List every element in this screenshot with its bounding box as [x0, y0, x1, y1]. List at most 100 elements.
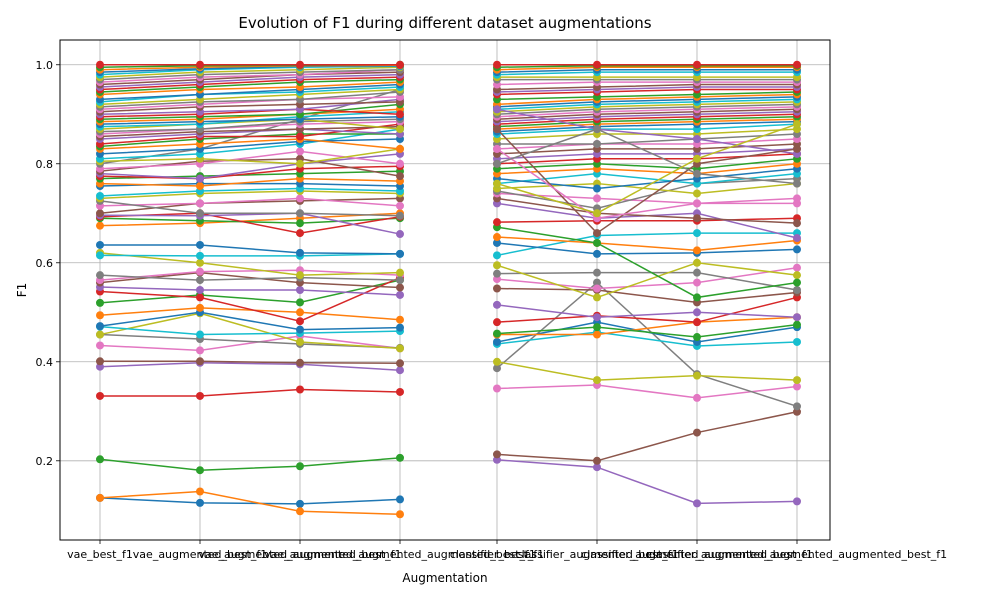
- data-point: [196, 174, 204, 183]
- data-point: [396, 60, 404, 69]
- data-point: [396, 249, 404, 258]
- data-point: [593, 209, 601, 218]
- series-line: [99, 125, 401, 138]
- data-point: [396, 510, 404, 519]
- series-line: [496, 98, 798, 111]
- data-point: [396, 387, 404, 396]
- y-axis-label: F1: [15, 283, 29, 298]
- series-line: [99, 73, 401, 88]
- series-line: [496, 88, 797, 96]
- series-line: [496, 232, 797, 257]
- data-point: [96, 209, 104, 218]
- series-line: [99, 311, 401, 331]
- data-point: [693, 246, 701, 255]
- data-point: [396, 211, 404, 220]
- series-line: [99, 91, 401, 108]
- series-line: [99, 269, 401, 281]
- data-point: [593, 60, 601, 69]
- series-line: [496, 83, 797, 91]
- data-point: [493, 60, 501, 69]
- data-point: [793, 278, 801, 287]
- series-line: [496, 91, 798, 101]
- data-point: [296, 60, 304, 69]
- data-point: [96, 60, 104, 69]
- data-point: [296, 317, 304, 326]
- x-tick-label: vae_augmented_augmented_augmented_best_f…: [264, 548, 536, 561]
- series-line: [99, 103, 401, 120]
- x-tick-label: vae_augmented_best_f1: [133, 548, 267, 561]
- data-point: [196, 267, 204, 276]
- series-line: [496, 68, 797, 73]
- data-point: [493, 284, 501, 293]
- series-line: [99, 101, 401, 113]
- data-point: [593, 284, 601, 293]
- data-point: [196, 293, 204, 302]
- data-point: [693, 169, 701, 178]
- series-line: [496, 192, 798, 205]
- data-point: [793, 313, 801, 322]
- series-line: [496, 86, 797, 93]
- series-line: [99, 490, 401, 516]
- data-point: [396, 323, 404, 332]
- series-line: [496, 361, 798, 381]
- data-point: [296, 325, 304, 334]
- series-line: [100, 244, 401, 255]
- data-point: [396, 283, 404, 292]
- data-point: [793, 286, 801, 294]
- series-line: [99, 252, 401, 276]
- data-point: [593, 249, 601, 258]
- data-point: [493, 261, 501, 270]
- y-tick-label: 0.8: [36, 158, 54, 171]
- data-point: [196, 346, 204, 355]
- data-point: [396, 495, 404, 504]
- series-line: [496, 459, 798, 505]
- series-line: [100, 360, 401, 365]
- data-point: [793, 234, 801, 243]
- data-point: [593, 139, 601, 148]
- data-point: [493, 329, 501, 338]
- data-point: [196, 303, 204, 312]
- series-line: [99, 274, 401, 281]
- data-point: [396, 276, 404, 285]
- data-point: [793, 320, 801, 329]
- x-tick-label: classifier_augmented_best_f1: [516, 548, 679, 561]
- data-point: [96, 455, 104, 464]
- series-line: [497, 316, 798, 336]
- series-line: [496, 113, 798, 125]
- data-point: [693, 428, 701, 437]
- data-point: [493, 450, 501, 459]
- data-point: [296, 507, 304, 516]
- data-point: [196, 498, 204, 507]
- data-point: [493, 318, 501, 327]
- series-line: [99, 118, 401, 130]
- series-line: [99, 120, 401, 135]
- data-point: [196, 251, 204, 260]
- data-point: [693, 278, 701, 287]
- data-point: [196, 182, 204, 191]
- series-line: [99, 71, 401, 86]
- series-line: [496, 266, 798, 290]
- data-point: [693, 189, 701, 198]
- data-point: [196, 286, 204, 294]
- series-line: [496, 71, 797, 76]
- data-point: [396, 268, 404, 277]
- data-point: [196, 258, 204, 267]
- data-point: [296, 147, 304, 156]
- series-line: [496, 163, 798, 175]
- series-line: [99, 108, 401, 118]
- series-line: [99, 88, 401, 106]
- data-point: [96, 341, 104, 350]
- data-point: [296, 219, 304, 228]
- data-point: [693, 393, 701, 402]
- series-line: [496, 304, 798, 318]
- series-line: [496, 296, 798, 323]
- data-point: [793, 497, 801, 506]
- series-line: [99, 200, 401, 217]
- series-line: [496, 226, 798, 299]
- series-line: [99, 86, 401, 103]
- series-line: [99, 325, 401, 336]
- series-line: [496, 197, 798, 224]
- series-line: [496, 93, 798, 106]
- data-point: [693, 214, 701, 223]
